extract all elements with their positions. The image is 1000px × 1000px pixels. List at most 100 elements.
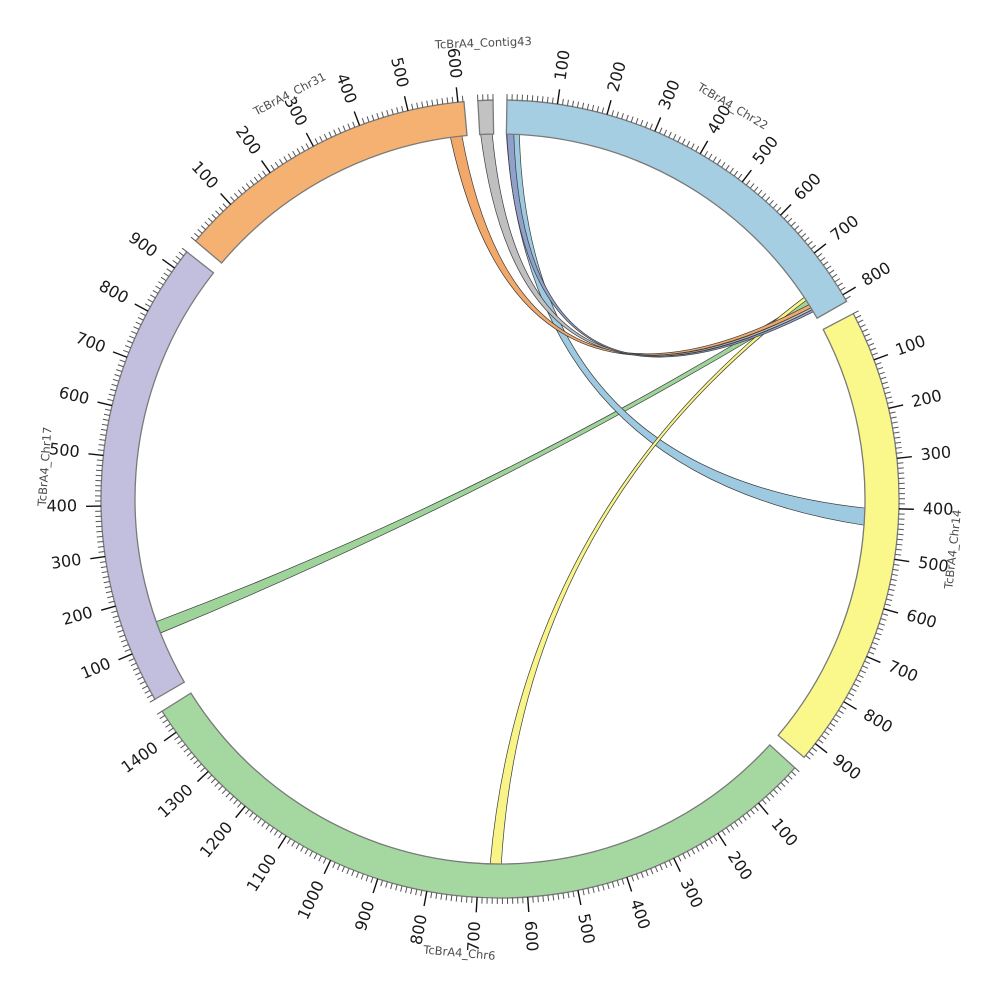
minor-tick: [654, 866, 659, 873]
minor-tick: [204, 221, 210, 227]
minor-tick: [355, 871, 360, 878]
minor-tick: [816, 253, 823, 258]
minor-tick: [881, 381, 888, 385]
major-tick: [134, 303, 149, 312]
minor-tick: [765, 795, 771, 802]
major-tick: [277, 835, 287, 849]
minor-tick: [866, 338, 873, 342]
minor-tick: [132, 667, 139, 671]
tick-label: 1300: [154, 780, 197, 822]
major-tick: [606, 99, 612, 115]
minor-tick: [309, 850, 313, 857]
major-tick: [235, 805, 246, 819]
minor-tick: [129, 335, 135, 339]
major-tick: [866, 655, 881, 664]
minor-tick: [566, 99, 569, 106]
minor-tick: [190, 755, 196, 761]
minor-tick: [659, 864, 663, 871]
minor-tick: [896, 543, 903, 546]
minor-tick: [586, 103, 590, 110]
minor-tick: [100, 566, 107, 569]
minor-tick: [831, 273, 838, 279]
minor-tick: [725, 827, 731, 833]
minor-tick: [776, 207, 782, 213]
minor-tick: [859, 324, 866, 328]
minor-tick: [864, 333, 871, 337]
minor-tick: [821, 735, 827, 740]
minor-tick: [420, 890, 423, 897]
minor-tick: [110, 388, 117, 392]
minor-tick: [96, 464, 103, 467]
minor-tick: [133, 326, 140, 330]
minor-tick: [101, 423, 108, 426]
minor-tick: [390, 883, 393, 890]
minor-tick: [640, 872, 644, 878]
minor-tick: [686, 851, 691, 857]
major-tick: [779, 204, 792, 216]
minor-tick: [870, 646, 877, 650]
minor-tick: [441, 98, 444, 105]
minor-tick: [97, 546, 104, 548]
minor-tick: [880, 618, 887, 621]
minor-tick: [754, 805, 759, 812]
minor-tick: [144, 689, 151, 694]
minor-tick: [97, 449, 105, 451]
minor-tick: [253, 176, 259, 183]
minor-tick: [99, 561, 107, 564]
minor-tick: [100, 433, 107, 436]
minor-tick: [659, 127, 663, 134]
minor-tick: [895, 441, 902, 444]
tick-label: 300: [654, 77, 683, 113]
minor-tick: [635, 118, 639, 125]
minor-tick: [431, 99, 434, 106]
minor-tick: [119, 359, 126, 363]
link-ribbon-link-orange: [450, 135, 812, 356]
minor-tick: [207, 774, 213, 780]
minor-tick: [868, 342, 875, 347]
major-tick: [163, 731, 177, 742]
major-tick: [323, 859, 332, 875]
minor-tick: [115, 625, 122, 628]
minor-tick: [124, 648, 131, 652]
minor-tick: [249, 812, 254, 818]
major-tick: [883, 608, 899, 614]
tick-label: 400: [46, 496, 77, 516]
major-tick: [873, 353, 889, 361]
minor-tick: [196, 763, 202, 769]
minor-tick: [114, 620, 121, 623]
minor-tick: [190, 236, 196, 242]
minor-tick: [883, 386, 890, 390]
minor-tick: [314, 138, 319, 145]
minor-tick: [200, 225, 206, 230]
minor-tick: [112, 378, 119, 382]
tick-label: 900: [125, 228, 161, 261]
minor-tick: [894, 436, 901, 439]
minor-tick: [855, 679, 862, 683]
minor-tick: [249, 179, 255, 186]
minor-tick: [853, 310, 859, 315]
minor-tick: [572, 891, 575, 898]
minor-tick: [241, 186, 247, 192]
minor-tick: [183, 747, 189, 753]
minor-tick: [850, 688, 857, 692]
minor-tick: [826, 726, 833, 732]
minor-tick: [258, 173, 263, 180]
minor-tick: [100, 428, 108, 431]
minor-tick: [591, 104, 595, 111]
major-tick: [101, 605, 116, 611]
tick-label: 500: [48, 439, 80, 461]
tick-label: 500: [574, 912, 599, 946]
minor-tick: [283, 156, 288, 162]
minor-tick: [460, 896, 463, 903]
tick-label: 100: [188, 157, 223, 192]
minor-tick: [122, 644, 129, 648]
major-tick: [896, 456, 912, 459]
minor-tick: [794, 767, 800, 773]
major-tick: [372, 878, 379, 894]
minor-tick: [221, 788, 227, 795]
minor-tick: [436, 98, 439, 105]
tick-label: 200: [60, 602, 95, 629]
minor-tick: [557, 893, 560, 900]
minor-tick: [395, 884, 398, 891]
minor-tick: [860, 669, 866, 674]
